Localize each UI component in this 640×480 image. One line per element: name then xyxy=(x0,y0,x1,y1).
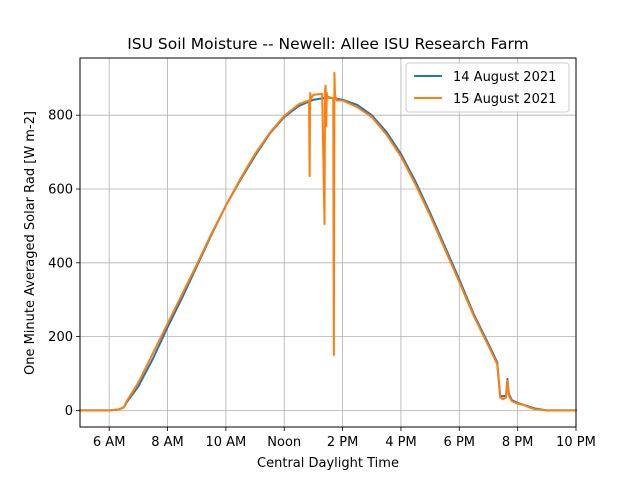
legend-label-14-august: 14 August 2021 xyxy=(453,70,556,85)
series-layer xyxy=(79,71,577,412)
y-tick-label: 600 xyxy=(48,182,73,197)
x-tick-label: 8 AM xyxy=(151,435,184,450)
x-tick-label: 10 AM xyxy=(205,435,246,450)
x-tick-label: 6 PM xyxy=(444,435,475,450)
x-tick-label: 10 PM xyxy=(556,435,596,450)
y-tick-label: 800 xyxy=(48,109,73,124)
x-tick-label: Noon xyxy=(267,435,301,450)
x-tick-label: 2 PM xyxy=(327,435,358,450)
series-line-1 xyxy=(79,71,577,412)
legend: 14 August 2021 15 August 2021 xyxy=(405,62,570,113)
y-tick-label: 200 xyxy=(48,330,73,345)
x-tick-label: 8 PM xyxy=(502,435,533,450)
x-axis-label: Central Daylight Time xyxy=(257,456,399,471)
x-tick-label: 4 PM xyxy=(385,435,416,450)
chart-title: ISU Soil Moisture -- Newell: Allee ISU R… xyxy=(127,35,529,53)
y-tick-label: 0 xyxy=(65,404,73,419)
x-tick-label: 6 AM xyxy=(93,435,126,450)
legend-label-15-august: 15 August 2021 xyxy=(453,92,556,107)
y-tick-label: 400 xyxy=(48,256,73,271)
plot-frame xyxy=(79,57,577,428)
tick-layer: 6 AM 8 AM 10 AM Noon 2 PM 4 PM 6 PM 8 PM 10 PM 0 2… xyxy=(48,109,596,450)
y-axis-label: One Minute Averaged Solar Rad [W m-2] xyxy=(23,111,38,375)
legend-box xyxy=(405,62,570,113)
